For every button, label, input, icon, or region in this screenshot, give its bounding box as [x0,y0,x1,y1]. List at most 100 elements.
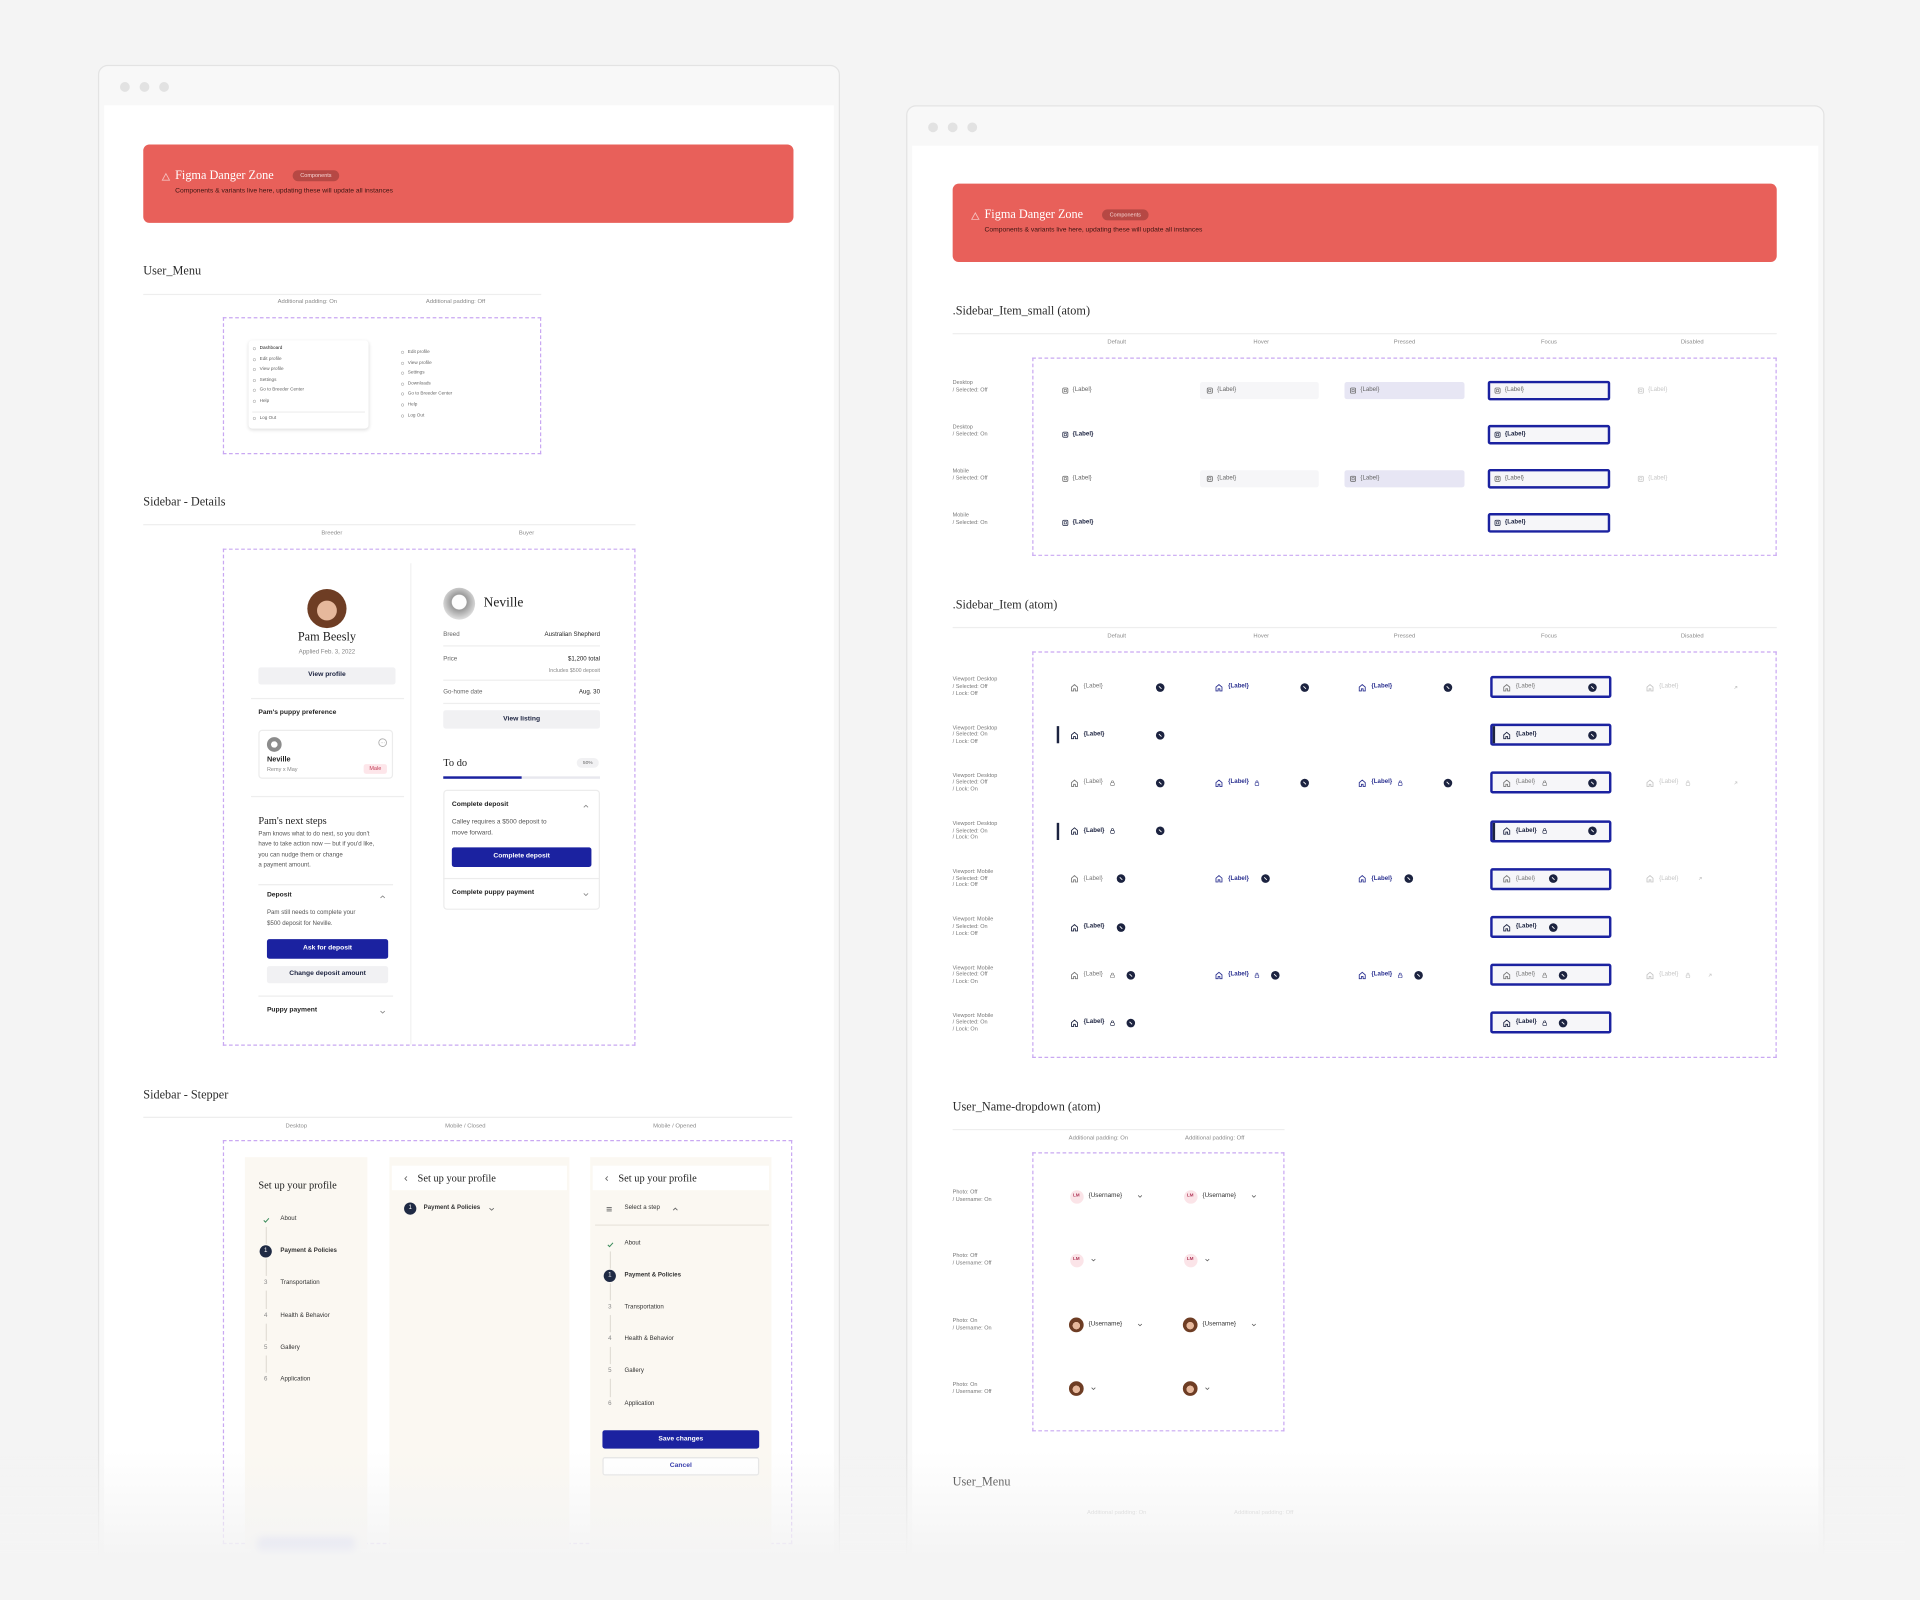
item-label[interactable]: {Label} [1515,682,1535,691]
item-label[interactable]: {Label} [1515,1018,1537,1026]
item-label[interactable]: {Label} [1083,922,1105,931]
item-label[interactable]: {Label} [1659,682,1679,691]
item-label[interactable]: {Label} [1228,970,1249,978]
item-label[interactable]: {Label} [1083,874,1103,882]
menu-item[interactable]: Settings [407,369,425,375]
item-label[interactable]: {Label} [1228,874,1249,882]
step-name[interactable]: Payment & Policies [624,1271,681,1279]
menu-item[interactable]: Dashboard [259,345,283,351]
item-label[interactable]: {Label} [1659,778,1679,786]
item-badge [1443,778,1452,788]
menu-item[interactable]: Edit profile [407,349,430,355]
stepper-heading: Set up your profile [618,1171,697,1184]
item-label[interactable]: {Label} [1371,682,1393,691]
menu-item[interactable]: View profile [407,359,432,365]
step-name[interactable]: Application [624,1400,655,1408]
step-name[interactable]: About [624,1239,641,1248]
item-label[interactable]: {Label} [1659,970,1679,978]
button[interactable] [258,667,396,685]
primary-button[interactable] [451,847,592,867]
item-label[interactable]: {Label} [1217,474,1237,482]
selected-bar [1056,822,1060,840]
menu-item[interactable]: Go to Breeder Center [259,387,305,392]
icon-part [1350,475,1357,482]
icon-part [1273,973,1277,977]
item-label[interactable]: {Label} [1217,386,1237,394]
item-label[interactable]: {Label} [1504,430,1526,438]
item-label[interactable]: {Label} [1648,474,1668,482]
item-label[interactable]: {Label} [1228,682,1249,691]
menu-icon-glyph [401,351,405,355]
item-label[interactable]: {Label} [1371,778,1393,786]
item-label[interactable]: {Label} [1072,386,1092,394]
button[interactable] [266,966,389,984]
item-label[interactable]: {Label} [1072,430,1094,438]
menu-item[interactable]: Log Out [407,412,425,418]
menu-item[interactable]: Help [259,397,270,403]
menu-icon-glyph [401,361,405,365]
step-name[interactable]: Health & Behavior [624,1335,674,1343]
item-icon-glyph [1502,731,1510,739]
item-label[interactable]: {Label} [1504,518,1526,526]
item-label[interactable]: {Label} [1515,730,1537,738]
menu-item[interactable]: Help [407,401,418,407]
step-name[interactable]: Gallery [624,1367,644,1375]
menu-item[interactable]: Settings [259,376,277,382]
row-label: / Lock: On [952,977,978,984]
item-label[interactable]: {Label} [1515,826,1537,834]
item-label[interactable]: {Label} [1515,874,1535,882]
more-button-glyph [377,737,387,747]
step-name[interactable]: Payment & Policies [280,1247,337,1255]
icon-part [1351,477,1355,481]
item-label[interactable]: {Label} [1504,386,1524,394]
item-label[interactable]: {Label} [1515,970,1535,978]
item-label[interactable]: {Label} [1360,386,1380,394]
menu-item[interactable]: Log Out [259,415,277,421]
item-label[interactable]: {Label} [1515,778,1535,786]
item-label[interactable]: {Label} [1228,778,1249,786]
icon-part [1251,1195,1256,1198]
step-name[interactable]: Gallery [280,1343,300,1352]
item-label[interactable]: {Label} [1083,826,1105,834]
select-label[interactable]: Select a step [624,1204,660,1212]
menu-item[interactable]: Downloads [407,380,431,386]
username[interactable]: {Username} [1202,1191,1237,1200]
username[interactable]: {Username} [1088,1320,1123,1328]
menu-item[interactable]: View profile [259,366,284,372]
step-name[interactable]: Transportation [624,1303,664,1311]
item-badge-glyph [1260,874,1270,884]
primary-button[interactable] [266,939,389,959]
item-label[interactable]: {Label} [1371,970,1393,978]
item-label[interactable]: {Label} [1072,518,1094,526]
item-label[interactable]: {Label} [1083,970,1103,978]
item-label[interactable]: {Label} [1083,1018,1105,1026]
menu-item[interactable]: Edit profile [259,355,282,361]
item-label[interactable]: {Label} [1083,730,1105,738]
step-name[interactable]: Payment & Policies [423,1204,481,1212]
item-icon-glyph [1502,779,1510,787]
username[interactable]: {Username} [1088,1191,1123,1200]
item-label[interactable]: {Label} [1371,874,1393,882]
icon-part [1214,971,1222,979]
username[interactable]: {Username} [1202,1320,1237,1328]
item-label[interactable]: {Label} [1360,474,1380,482]
item-label[interactable]: {Label} [1083,682,1103,691]
item-label[interactable]: {Label} [1504,474,1524,482]
button[interactable] [443,710,601,729]
icon-part [1118,925,1122,929]
primary-button[interactable] [602,1430,760,1449]
item-label[interactable]: {Label} [1072,474,1092,482]
stepper-header [592,1165,769,1191]
item-label[interactable]: {Label} [1515,922,1537,931]
icon-part [1686,972,1689,975]
menu-item[interactable]: Go to Breeder Center [407,390,453,396]
item-label[interactable]: {Label} [1083,778,1103,786]
item-label[interactable]: {Label} [1659,874,1679,882]
item-label[interactable]: {Label} [1648,386,1668,394]
step-name[interactable]: About [280,1215,297,1223]
step-name[interactable]: Application [280,1375,311,1384]
item-icon-glyph [1645,779,1653,787]
step-name[interactable]: Transportation [280,1278,320,1287]
lock-icon [1541,828,1547,834]
step-name[interactable]: Health & Behavior [280,1312,330,1320]
